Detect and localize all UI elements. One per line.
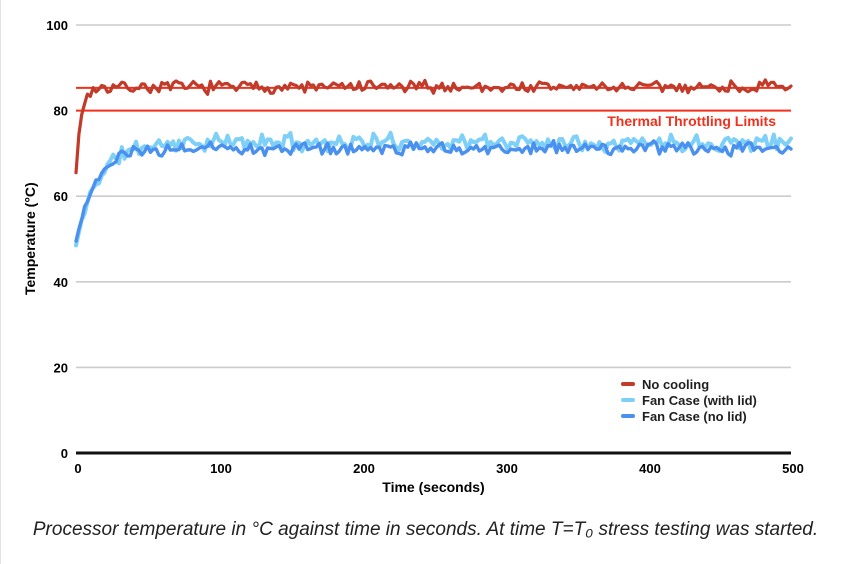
legend-label: Fan Case (no lid)	[642, 408, 747, 424]
legend-item: Fan Case (no lid)	[621, 408, 757, 424]
y-tick-label: 40	[54, 275, 68, 290]
series-line	[74, 138, 793, 243]
x-tick-label: 300	[496, 461, 518, 476]
x-tick-label: 0	[74, 461, 81, 476]
legend-label: No cooling	[642, 376, 710, 392]
y-tick-label: 80	[54, 104, 68, 119]
series-line	[74, 130, 793, 248]
series-line	[74, 78, 793, 175]
y-tick-label: 60	[54, 189, 68, 204]
y-tick-label: 100	[46, 18, 68, 33]
x-tick-label: 100	[210, 461, 232, 476]
legend: No cooling Fan Case (with lid) Fan Case (n…	[621, 376, 757, 424]
y-tick-label: 0	[61, 446, 68, 461]
x-tick-label: 200	[353, 461, 375, 476]
figure-caption: Processor temperature in °C against time…	[32, 519, 819, 540]
legend-swatch	[621, 382, 635, 386]
plot-area: 0 20 40 60 80 100 0 100 200 300 400 500	[46, 18, 804, 476]
x-axis-title: Time (seconds)	[382, 479, 485, 495]
x-tick-label: 400	[639, 461, 661, 476]
y-axis-title: Temperature (°C)	[22, 182, 38, 296]
thermal-throttling-label: Thermal Throttling Limits	[607, 113, 776, 129]
legend-swatch	[621, 414, 635, 418]
legend-item: Fan Case (with lid)	[621, 392, 757, 408]
legend-label: Fan Case (with lid)	[642, 392, 757, 408]
x-tick-label: 500	[782, 461, 804, 476]
legend-swatch	[621, 398, 635, 402]
legend-item: No cooling	[621, 376, 757, 392]
y-tick-label: 20	[54, 360, 68, 375]
